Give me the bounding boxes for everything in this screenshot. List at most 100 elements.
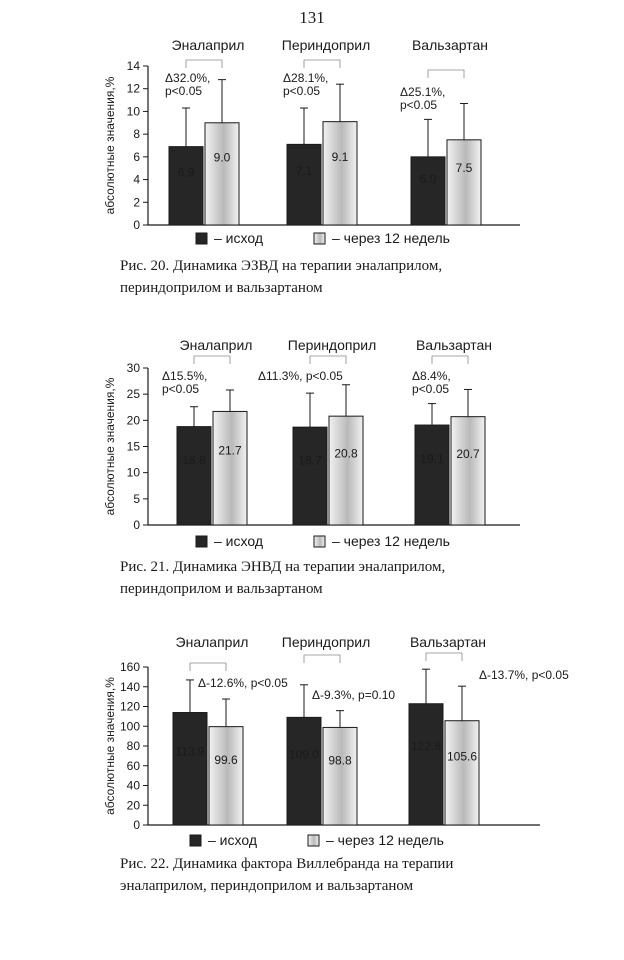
bar-baseline [286,716,322,826]
bar-after [446,139,482,226]
group-label: Вальзартан [416,337,492,353]
annotation-line-2: p<0.05 [162,382,199,396]
bar-value-label: 99.6 [214,753,238,767]
bar-baseline [176,426,212,526]
bar-value-label: 18.7 [298,453,322,467]
y-tick-label: 140 [120,680,140,694]
annotation-line-1: Δ-9.3%, p=0.10 [312,688,395,702]
caption-line-1: Рис. 21. Динамика ЭНВД на терапии эналап… [120,559,446,575]
significance-bracket [431,355,469,364]
bar-baseline [410,156,446,226]
group-label: Эналаприл [180,337,253,353]
legend-label-baseline: – исход [214,533,263,549]
caption-line-2: периндоприлом и вальзартаном [120,280,323,296]
annotation-line-1: Δ32.0%, [165,71,210,85]
y-axis-label: абсолютные значения,% [103,677,117,815]
annotation-line-1: Δ11.3%, p<0.05 [258,369,343,383]
bar-value-label: 6.0 [420,172,437,186]
significance-bracket [303,59,341,68]
y-axis-label: абсолютные значения,% [103,76,117,214]
annotation-line-2: p<0.05 [400,98,437,112]
significance-bracket [425,652,463,661]
y-tick-label: 100 [120,719,140,733]
y-tick-label: 20 [127,798,141,812]
y-tick-label: 0 [133,518,140,532]
group-label: Вальзартан [410,634,486,650]
bar-value-label: 7.5 [456,161,473,175]
bar-baseline [292,426,328,526]
figure-caption-21: Рис. 21. Динамика ЭНВД на терапии эналап… [120,556,600,600]
group-label: Периндоприл [288,337,377,353]
bar-value-label: 20.8 [334,447,358,461]
y-tick-label: 10 [127,104,141,118]
bar-after [450,416,486,526]
bar-value-label: 20.7 [456,447,480,461]
annotation-line-2: p<0.05 [165,84,202,98]
bar-value-label: 19.1 [420,452,444,466]
bar-after [212,410,248,526]
annotation-line-1: Δ25.1%, [400,85,445,99]
caption-line-1: Рис. 22. Динамика фактора Виллебранда на… [120,856,454,872]
y-tick-label: 4 [133,173,140,187]
y-tick-label: 0 [133,818,140,832]
bar-after [444,720,480,826]
bar-baseline [168,146,204,226]
y-tick-label: 80 [127,739,141,753]
page-number: 131 [299,8,325,27]
y-tick-label: 10 [127,466,141,480]
annotation-line-1: Δ-12.6%, p<0.05 [198,676,288,690]
significance-bracket [303,654,341,663]
bar-value-label: 98.8 [328,754,352,768]
y-tick-label: 6 [133,150,140,164]
significance-bracket [193,355,231,364]
annotation-line-2: p<0.05 [412,382,449,396]
bar-value-label: 21.7 [218,444,242,458]
figure-caption-22: Рис. 22. Динамика фактора Виллебранда на… [120,853,600,897]
y-tick-label: 14 [127,59,141,73]
legend-label-baseline: – исход [208,832,257,848]
y-tick-label: 20 [127,413,141,427]
legend-label-after: – через 12 недель [326,832,444,848]
chart-svg: 0 2 4 6 8 10 12 14 абсолютные значения,% Эналапри… [103,37,520,246]
bar-baseline [414,424,450,526]
group-label: Периндоприл [282,37,371,53]
y-tick-label: 5 [133,492,140,506]
legend-swatch-baseline [195,232,208,245]
group-label: Эналаприл [176,634,249,650]
bar-after [328,415,364,526]
bar-value-label: 105.6 [447,749,477,763]
significance-bracket [185,59,223,68]
y-tick-label: 30 [127,361,141,375]
group-label: Вальзартан [412,37,488,53]
bar-value-label: 7.1 [296,164,313,178]
legend-label-after: – через 12 недель [332,230,450,246]
bar-value-label: 9.0 [214,151,231,165]
y-tick-label: 2 [133,195,140,209]
caption-line-2: эналаприлом, периндоприлом и вальзартано… [120,878,414,894]
bar-after [322,121,358,226]
bar-value-label: 18.8 [182,453,206,467]
group-label: Периндоприл [282,634,371,650]
legend-swatch-after [313,535,326,548]
bar-value-label: 122.8 [411,739,441,753]
annotation-line-1: Δ8.4%, [412,369,451,383]
legend-swatch-after [307,834,320,847]
bar-baseline [172,712,208,826]
bar-value-label: 113.9 [175,744,204,758]
y-tick-label: 160 [120,660,140,674]
bar-value-label: 109.0 [289,747,319,761]
y-tick-label: 12 [127,82,141,96]
caption-line-1: Рис. 20. Динамика ЭЗВД на терапии эналап… [120,258,443,274]
figure-caption-20: Рис. 20. Динамика ЭЗВД на терапии эналап… [120,255,600,299]
significance-bracket [309,355,347,364]
bar-after [322,726,358,826]
significance-bracket [427,69,465,78]
y-tick-label: 40 [127,779,141,793]
bar-after [204,122,240,226]
annotation-line-1: Δ-13.7%, p<0.05 [479,668,569,682]
annotation-line-2: p<0.05 [283,84,320,98]
y-tick-label: 15 [127,440,141,454]
legend-swatch-baseline [189,834,202,847]
